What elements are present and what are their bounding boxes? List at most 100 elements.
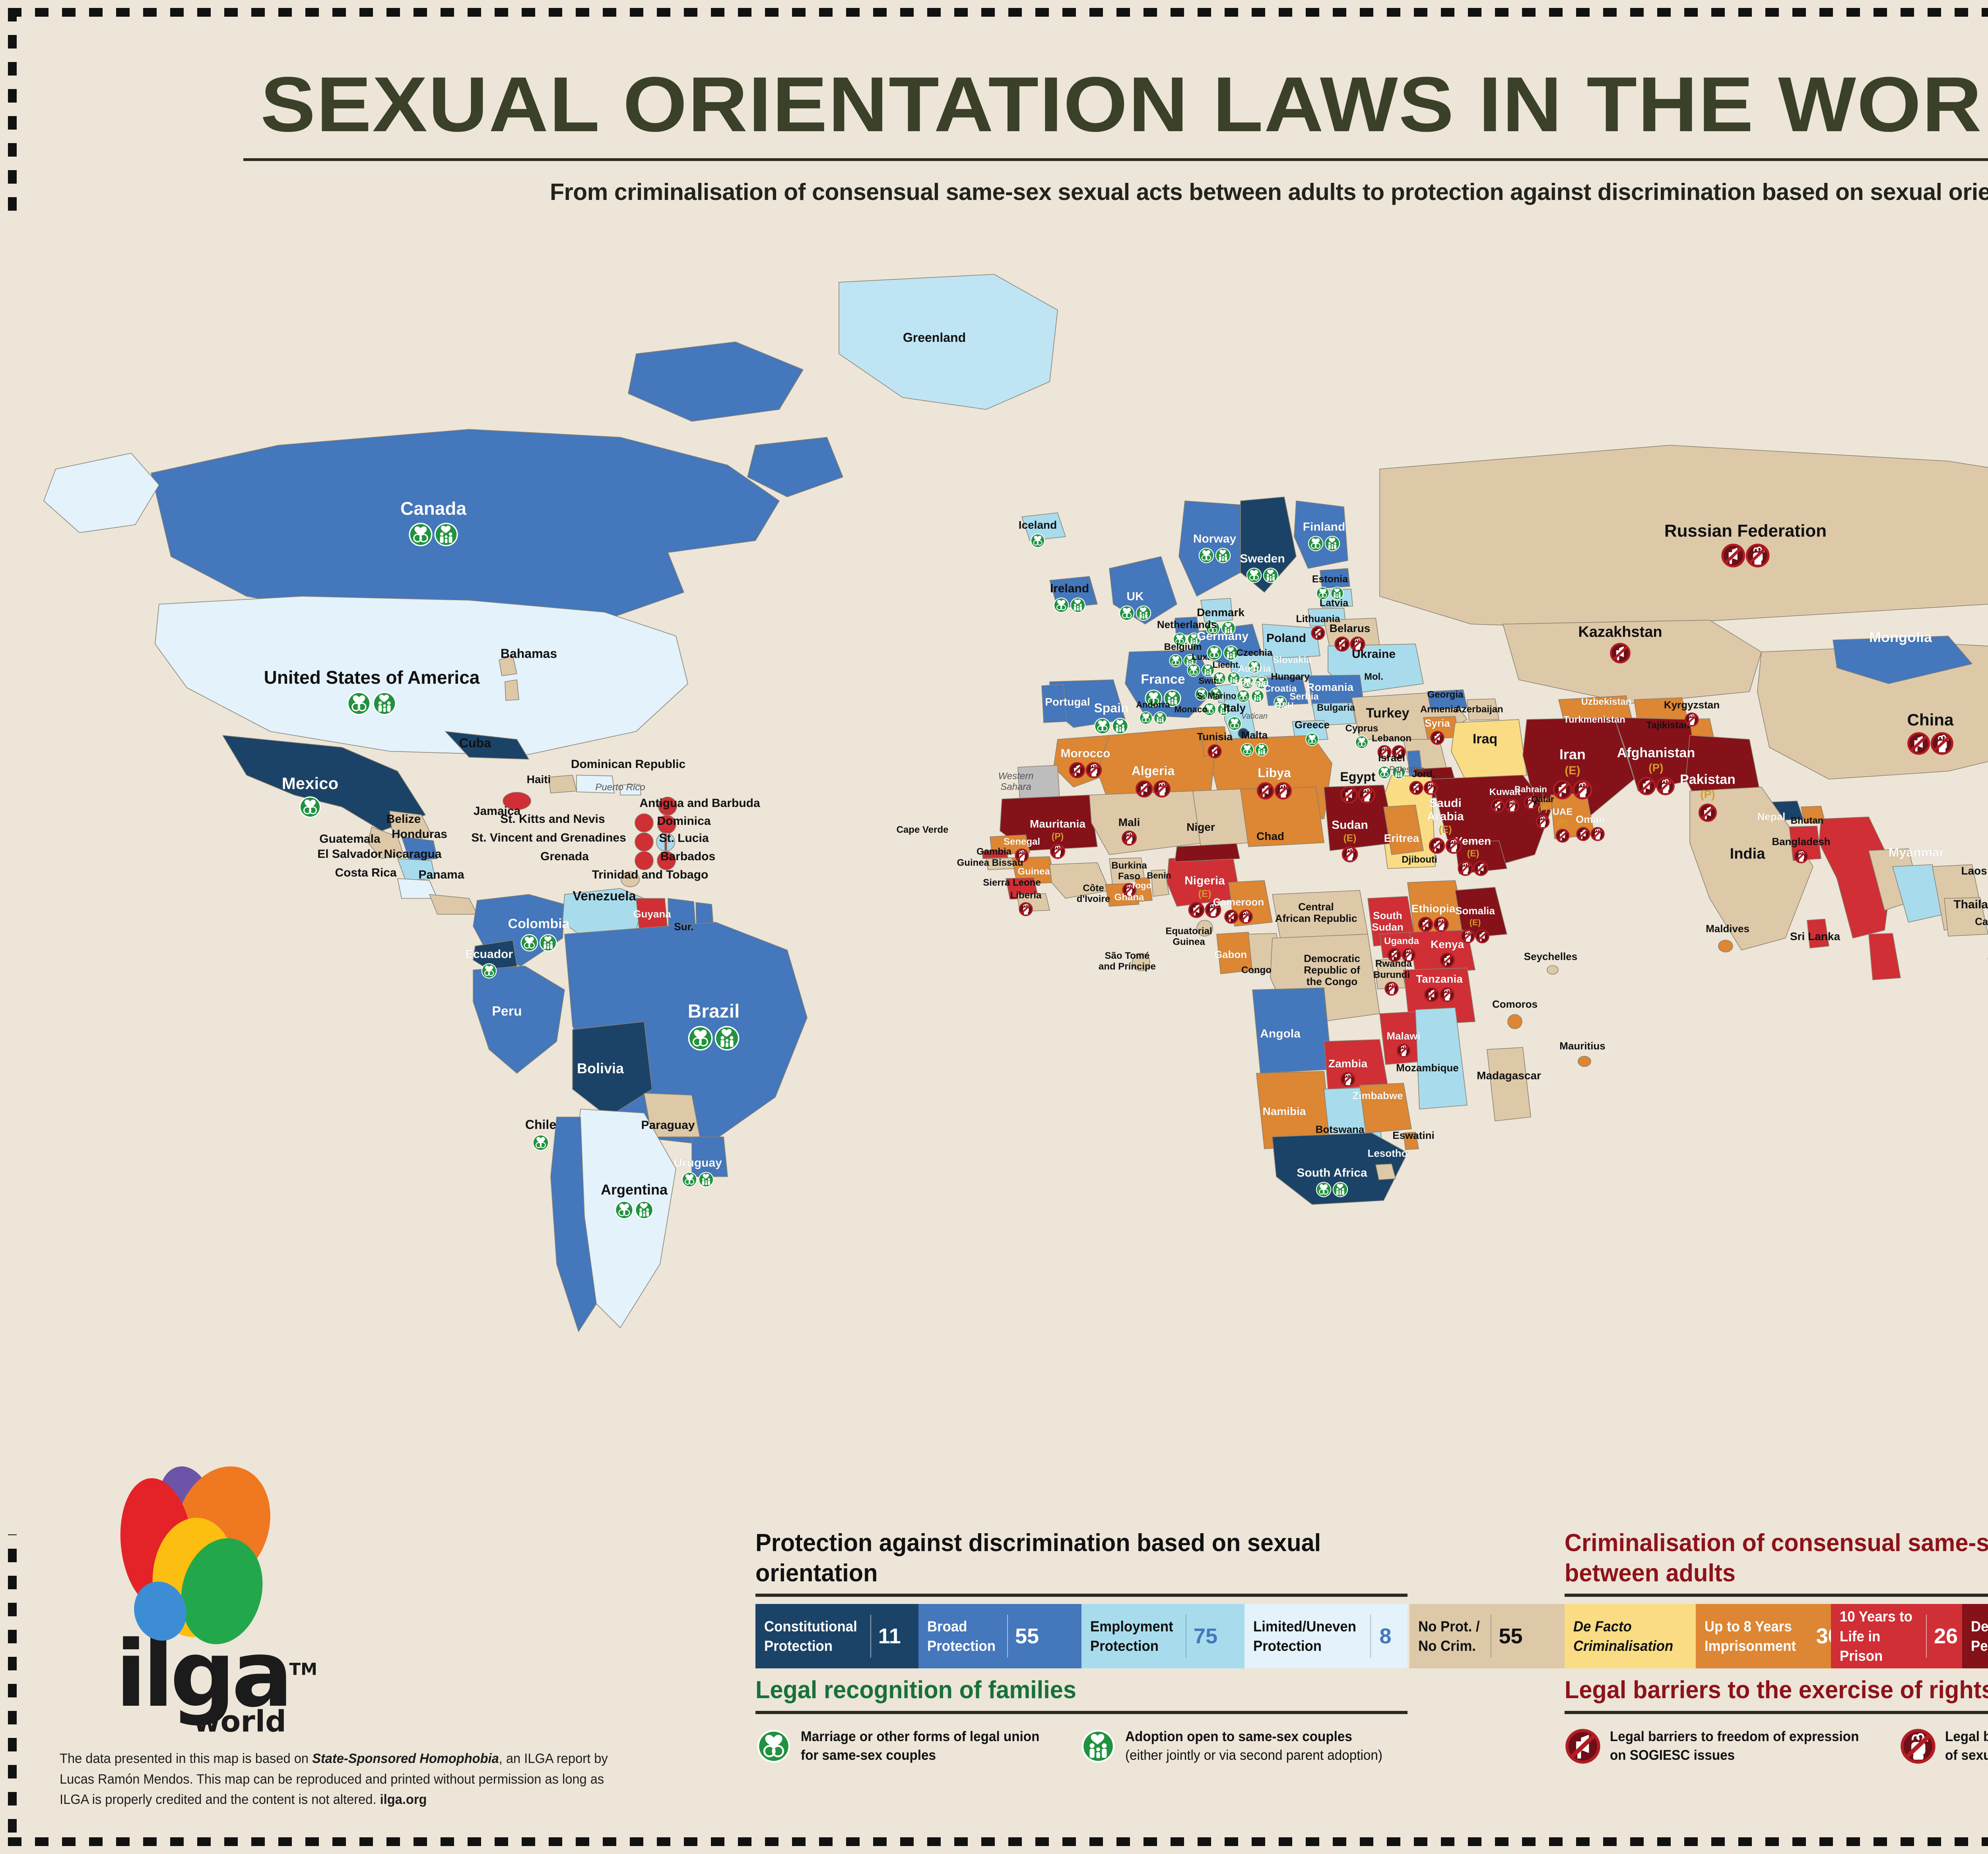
map-country-ireland[interactable]: Ireland bbox=[1050, 582, 1089, 613]
map-country-haiti[interactable]: Haiti bbox=[527, 773, 551, 785]
map-country-turkey[interactable]: Turkey bbox=[1366, 706, 1409, 721]
map-country-st-vincent-and-grenadines[interactable]: St. Vincent and Grenadines bbox=[471, 831, 626, 844]
map-country-iran[interactable]: Iran (E) bbox=[1554, 746, 1592, 799]
map-country-namibia[interactable]: Namibia bbox=[1262, 1105, 1306, 1118]
map-country-mongolia[interactable]: Mongolia bbox=[1869, 629, 1932, 646]
map-country-seychelles[interactable]: Seychelles bbox=[1524, 950, 1577, 962]
map-country-senegal[interactable]: Senegal bbox=[1004, 836, 1040, 862]
map-country-st-lucia[interactable]: St. Lucia bbox=[659, 832, 709, 845]
map-country-zambia[interactable]: Zambia bbox=[1328, 1057, 1368, 1086]
map-country-cameroon[interactable]: Cameroon bbox=[1213, 896, 1264, 923]
map-country-spain[interactable]: Spain bbox=[1093, 701, 1129, 735]
map-country-netherlands[interactable]: Netherlands bbox=[1157, 619, 1217, 646]
map-country-s-o-tom-and-pr-ncipe[interactable]: São Tomé and Príncipe bbox=[1099, 950, 1156, 972]
map-country-andorra[interactable]: Andorra bbox=[1136, 700, 1171, 725]
map-country-congo[interactable]: Congo bbox=[1241, 965, 1272, 975]
map-country-finland[interactable]: Finland bbox=[1303, 520, 1345, 552]
map-country-libya[interactable]: Libya bbox=[1258, 766, 1291, 799]
map-country-tanzania[interactable]: Tanzania bbox=[1416, 973, 1463, 1002]
map-country-cape-verde[interactable]: Cape Verde bbox=[897, 824, 949, 835]
map-country-tunisia[interactable]: Tunisia bbox=[1197, 731, 1233, 758]
map-country-greenland[interactable]: Greenland bbox=[903, 330, 966, 345]
map-country-nigeria[interactable]: Nigeria (E) bbox=[1184, 874, 1225, 917]
map-country-united-states-of-america[interactable]: United States of America bbox=[264, 667, 480, 716]
map-country-guyana[interactable]: Guyana bbox=[633, 908, 671, 920]
map-country-germany[interactable]: Germany bbox=[1197, 630, 1249, 661]
map-country-mozambique[interactable]: Mozambique bbox=[1396, 1062, 1458, 1074]
map-country-colombia[interactable]: Colombia bbox=[508, 916, 570, 952]
map-country-maldives[interactable]: Maldives bbox=[1706, 923, 1749, 935]
map-country-gabon[interactable]: Gabon bbox=[1214, 948, 1247, 961]
map-country-central-african-republic[interactable]: Central African Republic bbox=[1275, 901, 1357, 924]
map-country-c-te-d-ivoire[interactable]: Côte d'Ivoire bbox=[1077, 883, 1110, 904]
world-map-svg[interactable]: Canada United States of America Greenland M… bbox=[0, 223, 1988, 1534]
map-country-uganda[interactable]: Uganda bbox=[1384, 936, 1419, 961]
map-country-tajikistan[interactable]: Tajikistan bbox=[1646, 720, 1690, 731]
map-country-bangladesh[interactable]: Bangladesh bbox=[1772, 836, 1831, 863]
map-country-ghana[interactable]: Ghana bbox=[1114, 892, 1144, 903]
map-country-belarus[interactable]: Belarus bbox=[1330, 622, 1371, 651]
map-country-norway[interactable]: Norway bbox=[1193, 532, 1237, 564]
map-country-argentina[interactable]: Argentina bbox=[601, 1181, 668, 1220]
map-country-egypt[interactable]: Egypt bbox=[1340, 770, 1376, 803]
map-country-poland[interactable]: Poland bbox=[1266, 632, 1306, 645]
map-country-romania[interactable]: Romania bbox=[1307, 681, 1354, 694]
map-country-rwanda[interactable]: Rwanda bbox=[1375, 958, 1412, 969]
map-country-estonia[interactable]: Estonia bbox=[1312, 574, 1348, 601]
map-country-djibouti[interactable]: Djibouti bbox=[1402, 854, 1437, 865]
map-country-kenya[interactable]: Kenya bbox=[1431, 938, 1464, 967]
map-country-western-sahara[interactable]: Western Sahara bbox=[998, 771, 1034, 792]
map-country-croatia[interactable]: Croatia bbox=[1264, 683, 1297, 710]
map-country-bahamas[interactable]: Bahamas bbox=[501, 646, 557, 661]
map-country-china[interactable]: China bbox=[1907, 710, 1954, 754]
map-country-canada[interactable]: Canada bbox=[400, 498, 467, 547]
map-country-portugal[interactable]: Portugal bbox=[1045, 696, 1090, 708]
map-country-el-salvador[interactable]: El Salvador bbox=[317, 847, 382, 861]
map-country-uzbekistan[interactable]: Uzbekistan bbox=[1581, 696, 1632, 708]
map-country-sudan[interactable]: Sudan(E) bbox=[1332, 818, 1368, 862]
map-country-somalia[interactable]: Somalia(E) bbox=[1455, 905, 1495, 943]
map-country-swit[interactable]: Swit. bbox=[1194, 676, 1223, 701]
map-country-st-kitts-and-nevis[interactable]: St. Kitts and Nevis bbox=[500, 813, 605, 826]
map-country-italy[interactable]: Italy bbox=[1223, 702, 1246, 731]
map-country-peru[interactable]: Peru bbox=[492, 1004, 522, 1019]
map-country-turkmenistan[interactable]: Turkmenistan bbox=[1563, 714, 1625, 725]
map-country-sur[interactable]: Sur. bbox=[674, 921, 693, 933]
map-country-angola[interactable]: Angola bbox=[1260, 1027, 1301, 1041]
map-country-eswatini[interactable]: Eswatini bbox=[1392, 1129, 1434, 1141]
map-country-iraq[interactable]: Iraq bbox=[1473, 731, 1497, 747]
map-country-bulgaria[interactable]: Bulgaria bbox=[1317, 702, 1355, 713]
map-country-russian-federation[interactable]: Russian Federation bbox=[1664, 521, 1827, 566]
map-country-eritrea[interactable]: Eritrea bbox=[1384, 832, 1419, 845]
map-country-latvia[interactable]: Latvia bbox=[1320, 597, 1349, 609]
map-country-armenia[interactable]: Armenia bbox=[1420, 704, 1459, 715]
map-country-jamaica[interactable]: Jamaica bbox=[474, 805, 521, 818]
map-country-guinea[interactable]: Guinea bbox=[1017, 866, 1050, 877]
map-country-niger[interactable]: Niger bbox=[1186, 821, 1215, 833]
map-country-ethiopia[interactable]: Ethiopia bbox=[1411, 902, 1456, 931]
map-country-bahrain[interactable]: Bahrain bbox=[1514, 784, 1547, 809]
map-country-bolivia[interactable]: Bolivia bbox=[577, 1060, 625, 1077]
map-country-iceland[interactable]: Iceland bbox=[1019, 519, 1057, 549]
map-country-south-sudan[interactable]: South Sudan bbox=[1372, 910, 1404, 933]
map-country-democratic-republic-of-the-congo[interactable]: Democratic Republic of the Congo bbox=[1304, 952, 1360, 987]
map-country-cambodia[interactable]: Cambodia bbox=[1975, 915, 1988, 927]
map-country-jord[interactable]: Jord. bbox=[1410, 769, 1437, 794]
map-country-india[interactable]: India bbox=[1730, 846, 1766, 862]
map-country-lebanon[interactable]: Lebanon bbox=[1372, 733, 1411, 758]
map-country-syria[interactable]: Syria bbox=[1425, 717, 1450, 744]
map-country-sweden[interactable]: Sweden bbox=[1240, 552, 1285, 584]
map-country-grenada[interactable]: Grenada bbox=[540, 850, 589, 863]
map-country-lesotho[interactable]: Lesotho bbox=[1367, 1147, 1408, 1160]
map-country-liberia[interactable]: Liberia bbox=[1010, 890, 1042, 915]
map-country-guinea-bissau[interactable]: Guinea Bissau bbox=[957, 857, 1023, 868]
map-country-belgium[interactable]: Belgium bbox=[1164, 642, 1202, 668]
map-country-myanmar[interactable]: Myanmar bbox=[1889, 845, 1945, 860]
map-country-cyprus[interactable]: Cyprus bbox=[1345, 723, 1378, 749]
map-country-liecht[interactable]: Liecht. bbox=[1212, 660, 1241, 685]
map-country-lux[interactable]: Lux. bbox=[1186, 652, 1215, 677]
map-country-south-africa[interactable]: South Africa bbox=[1297, 1166, 1367, 1198]
map-country-austria[interactable]: Austria bbox=[1238, 663, 1271, 690]
map-country-sierra-leone[interactable]: Sierra Leone bbox=[983, 877, 1041, 888]
map-country-antigua-and-barbuda[interactable]: Antigua and Barbuda bbox=[639, 797, 760, 810]
